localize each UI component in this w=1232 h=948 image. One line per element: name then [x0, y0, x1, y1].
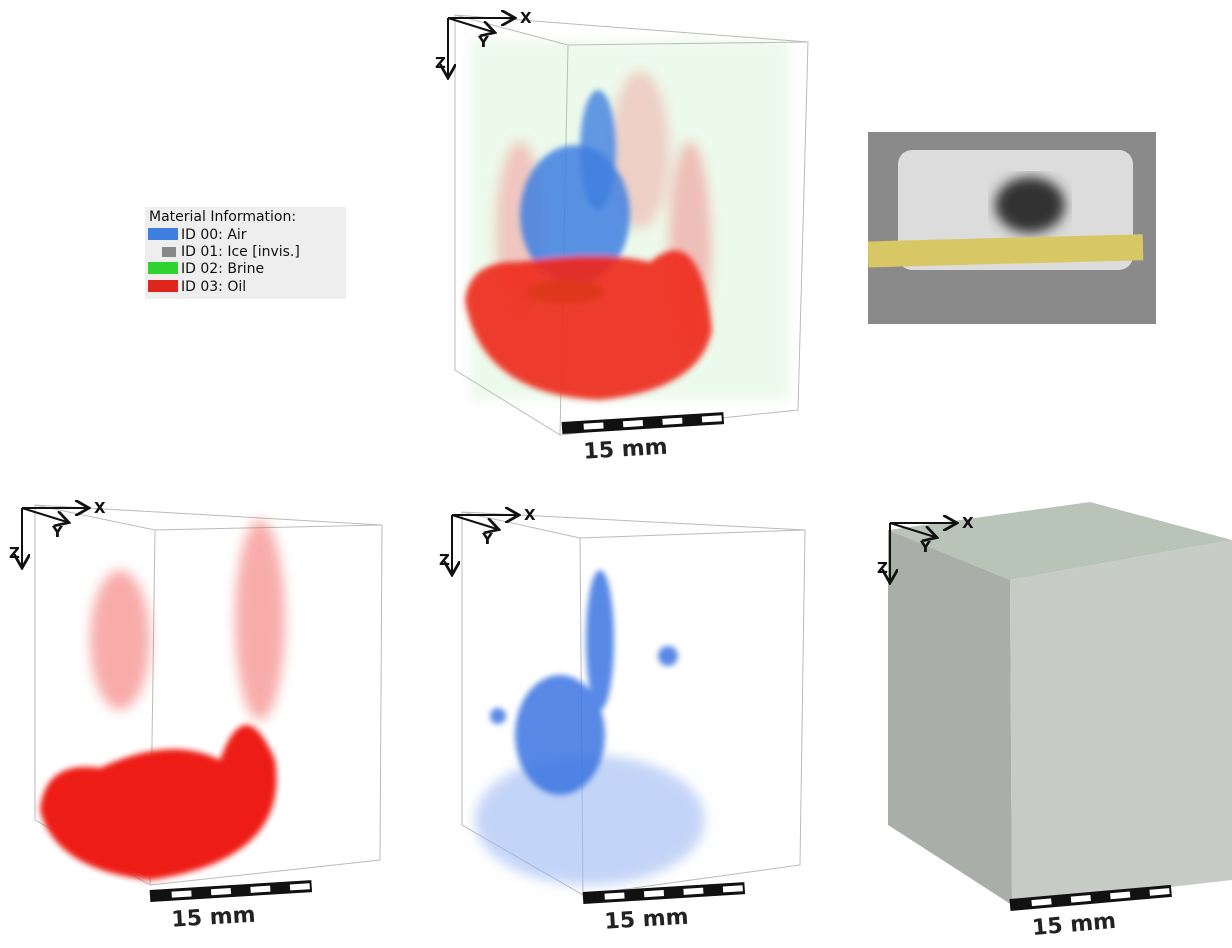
- scale-bar-segment: [211, 888, 231, 895]
- legend-item: ID 02: Brine: [181, 261, 264, 277]
- axis-label: Z: [9, 544, 20, 562]
- scale-bar-segment: [250, 886, 270, 893]
- axis-label: X: [94, 499, 106, 517]
- scale-bar-segment: [172, 890, 192, 897]
- scale-bar-segment: [723, 885, 743, 892]
- axis-label: Z: [877, 559, 888, 577]
- legend-swatch: [162, 247, 176, 257]
- axis-label: X: [962, 514, 974, 532]
- legend-item: ID 03: Oil: [181, 279, 246, 295]
- axis-label: Y: [481, 530, 494, 548]
- scale-bar: 15 mm: [150, 880, 314, 934]
- scale-label: 15 mm: [583, 435, 668, 465]
- sample-photo: [868, 132, 1156, 324]
- scale-bar: 15 mm: [562, 412, 726, 466]
- legend-swatch: [148, 228, 178, 240]
- scale-bar-segment: [702, 415, 722, 422]
- panel-air: [462, 512, 805, 895]
- page: Material Information: ID 00: Air ID 01: …: [0, 0, 1232, 948]
- axis-triad: X Y Z: [9, 499, 106, 566]
- scale-bar-segment: [584, 422, 604, 429]
- legend-title: Material Information:: [149, 209, 296, 225]
- scale-bar-segment: [662, 418, 682, 425]
- scale-bar-segment: [605, 892, 625, 899]
- legend-item: ID 01: Ice [invis.]: [181, 244, 300, 260]
- scale-bar-segment: [683, 888, 703, 895]
- axis-label: Y: [477, 33, 490, 51]
- axis-label: Z: [435, 54, 446, 72]
- axis-label: Y: [51, 523, 64, 541]
- scale-bar-segment: [623, 420, 643, 427]
- legend-swatch: [148, 262, 178, 274]
- panel-oil: [35, 505, 382, 885]
- axis-label: Y: [919, 538, 932, 556]
- legend-swatch: [148, 280, 178, 292]
- axis-label: Z: [439, 551, 450, 569]
- legend: Material Information: ID 00: Air ID 01: …: [145, 207, 346, 299]
- axis-label: X: [520, 9, 532, 27]
- panel-combined: [455, 15, 808, 435]
- scale-label: 15 mm: [604, 905, 689, 935]
- scale-bar: 15 mm: [583, 882, 747, 936]
- scale-label: 15 mm: [1031, 909, 1117, 941]
- figure: Material Information: ID 00: Air ID 01: …: [0, 0, 1232, 948]
- axis-arrow: [452, 515, 497, 529]
- scale-bar-segment: [290, 883, 310, 890]
- panel-brine: [888, 502, 1232, 905]
- legend-item: ID 00: Air: [181, 227, 247, 243]
- scale-label: 15 mm: [171, 903, 256, 933]
- scale-bar-segment: [644, 890, 664, 897]
- axis-label: X: [524, 506, 536, 524]
- axis-triad: X Y Z: [439, 506, 536, 573]
